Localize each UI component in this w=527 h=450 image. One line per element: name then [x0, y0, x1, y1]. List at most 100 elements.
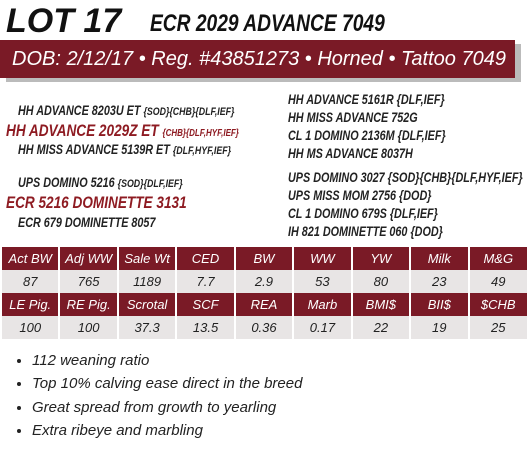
pedigree-line: ECR 679 DOMINETTE 8057: [18, 215, 190, 230]
pedigree-name: HH MS ADVANCE 8037H: [288, 146, 413, 161]
stat-header: BII$: [409, 293, 469, 316]
pedigree-tags: {CHB}{DLF,HYF,IEF}: [162, 128, 239, 139]
stat-value: 0.36: [233, 316, 294, 339]
pedigree-name: HH ADVANCE 5161R: [288, 92, 394, 107]
pedigree-tags: {DLF,IEF}: [397, 128, 446, 143]
pedigree-name: CL 1 DOMINO 679S: [288, 206, 387, 221]
stat-value: 25: [467, 316, 527, 339]
pedigree-name: HH MISS ADVANCE 5139R ET: [18, 142, 170, 157]
stat-header: WW: [292, 247, 352, 270]
animal-name-text: ECR 2029 ADVANCE 7049: [150, 10, 385, 37]
stat-header: Marb: [292, 293, 352, 316]
stat-header: Adj WW: [58, 247, 118, 270]
pedigree-entry: UPS DOMINO 3027 {SOD}{CHB}{DLF,HYF,IEF}: [288, 170, 523, 185]
pedigree-tags: {DLF,HYF,IEF}: [172, 145, 232, 157]
stat-header: Sale Wt: [116, 247, 177, 270]
pedigree-entry: CL 1 DOMINO 679S {DLF,IEF}: [288, 206, 438, 221]
pedigree-name: UPS DOMINO 3027: [288, 170, 385, 185]
stat-header: M&G: [467, 247, 527, 270]
stat-value: 13.5: [175, 316, 235, 339]
pedigree-line: UPS DOMINO 3027 {SOD}{CHB}{DLF,HYF,IEF}: [288, 170, 527, 185]
stat-value: 53: [292, 270, 352, 293]
pedigree-name: ECR 679 DOMINETTE 8057: [18, 215, 156, 230]
pedigree-name: ECR 5216 DOMINETTE 3131: [6, 193, 187, 212]
pedigree-line: HH MISS ADVANCE 5139R ET {DLF,HYF,IEF}: [18, 142, 284, 157]
pedigree-tags: {SOD}{CHB}{DLF,HYF,IEF}: [387, 170, 523, 185]
stat-header: YW: [350, 247, 411, 270]
stat-value: 19: [409, 316, 469, 339]
stat-header: BW: [233, 247, 294, 270]
stat-header: SCF: [175, 293, 235, 316]
stat-header: Scrotal: [116, 293, 177, 316]
stat-table: Act BW Adj WW Sale Wt CED BW WW YW Milk M&G 87 765…: [0, 247, 527, 293]
stat-value: 37.3: [116, 316, 177, 339]
stat-value: 23: [409, 270, 469, 293]
stat-header: Act BW: [0, 247, 60, 270]
pedigree-tags: {SOD}{CHB}{DLF,IEF}: [143, 106, 235, 118]
stat-value: 49: [467, 270, 527, 293]
pedigree-line: HH ADVANCE 8203U ET {SOD}{CHB}{DLF,IEF}: [18, 103, 289, 118]
stat-value: 1189: [116, 270, 177, 293]
pedigree-line: CL 1 DOMINO 2136M {DLF,IEF}: [288, 128, 485, 143]
stat-value: 100: [58, 316, 118, 339]
pedigree-line: CL 1 DOMINO 679S {DLF,IEF}: [288, 206, 475, 221]
stat-header: Milk: [409, 247, 469, 270]
stat-value: 765: [58, 270, 118, 293]
pedigree-line: UPS DOMINO 5216 {SOD}{DLF,IEF}: [18, 175, 224, 190]
pedigree-entry: ECR 679 DOMINETTE 8057: [18, 215, 155, 230]
pedigree-entry: HH MISS ADVANCE 752G: [288, 110, 418, 125]
stat-header: RE Pig.: [58, 293, 118, 316]
notes: 112 weaning ratioTop 10% calving ease di…: [0, 349, 302, 442]
stat-value: 100: [0, 316, 60, 339]
pedigree-line: IH 821 DOMINETTE 060 {DOD}: [288, 224, 482, 239]
stat-header: REA: [233, 293, 294, 316]
pedigree-line: ECR 5216 DOMINETTE 3131: [6, 193, 232, 213]
animal-name: ECR 2029 ADVANCE 7049: [150, 10, 443, 38]
stat-header: $CHB: [467, 293, 527, 316]
stat-value: 7.7: [175, 270, 235, 293]
value-row: 87 765 1189 7.7 2.9 53 80 23 49: [0, 270, 527, 293]
pedigree-name: UPS MISS MOM 2756: [288, 188, 397, 203]
stat-value: 80: [350, 270, 411, 293]
pedigree-name: CL 1 DOMINO 2136M: [288, 128, 395, 143]
note: Great spread from growth to yearling: [32, 396, 302, 419]
pedigree-line: HH ADVANCE 5161R {DLF,IEF}: [288, 92, 484, 107]
header-row: LE Pig. RE Pig. Scrotal SCF REA Marb BMI$ BII$ $…: [0, 293, 527, 316]
pedigree-entry: ECR 5216 DOMINETTE 3131: [6, 193, 187, 213]
pedigree-line: HH MISS ADVANCE 752G: [288, 110, 450, 125]
lot-number: LOT 17: [6, 2, 122, 40]
pedigree-entry: HH ADVANCE 8203U ET {SOD}{CHB}{DLF,IEF}: [18, 103, 234, 118]
stat-value: 87: [0, 270, 60, 293]
pedigree-tags: {DLF,IEF}: [396, 92, 445, 107]
pedigree-entry: HH ADVANCE 5161R {DLF,IEF}: [288, 92, 445, 107]
pedigree-entry: CL 1 DOMINO 2136M {DLF,IEF}: [288, 128, 446, 143]
pedigree-entry: IH 821 DOMINETTE 060 {DOD}: [288, 224, 443, 239]
stat-value: 0.17: [292, 316, 352, 339]
stat-value: 2.9: [233, 270, 294, 293]
pedigree-tags: {DOD}: [410, 224, 443, 239]
pedigree-tags: {SOD}{DLF,IEF}: [117, 178, 183, 190]
pedigree-entry: HH MISS ADVANCE 5139R ET {DLF,HYF,IEF}: [18, 142, 231, 157]
pedigree-line: HH ADVANCE 2029Z ET {CHB}{DLF,HYF,IEF}: [6, 121, 297, 141]
note: Extra ribeye and marbling: [32, 419, 302, 442]
pedigree-name: HH ADVANCE 8203U ET: [18, 103, 141, 118]
stat-table: LE Pig. RE Pig. Scrotal SCF REA Marb BMI$ BII$ $…: [0, 293, 527, 339]
stat-header: BMI$: [350, 293, 411, 316]
stat-header: CED: [175, 247, 235, 270]
pedigree-entry: UPS DOMINO 5216 {SOD}{DLF,IEF}: [18, 175, 183, 190]
pedigree-name: HH MISS ADVANCE 752G: [288, 110, 418, 125]
pedigree-name: HH ADVANCE 2029Z ET: [6, 121, 159, 140]
note: Top 10% calving ease direct in the breed: [32, 372, 302, 395]
pedigree-line: UPS MISS MOM 2756 {DOD}: [288, 188, 467, 203]
value-row: 100 100 37.3 13.5 0.36 0.17 22 19 25: [0, 316, 527, 339]
banner: DOB: 2/12/17 • Reg. #43851273 • Horned •…: [0, 40, 515, 78]
pedigree-name: UPS DOMINO 5216: [18, 175, 115, 190]
pedigree-tags: {DOD}: [399, 188, 432, 203]
pedigree-entry: HH MS ADVANCE 8037H: [288, 146, 413, 161]
pedigree-entry: HH ADVANCE 2029Z ET {CHB}{DLF,HYF,IEF}: [6, 121, 239, 141]
banner-text: DOB: 2/12/17 • Reg. #43851273 • Horned •…: [12, 48, 506, 70]
stat-value: 22: [350, 316, 411, 339]
pedigree-tags: {DLF,IEF}: [389, 206, 438, 221]
stat-header: LE Pig.: [0, 293, 60, 316]
